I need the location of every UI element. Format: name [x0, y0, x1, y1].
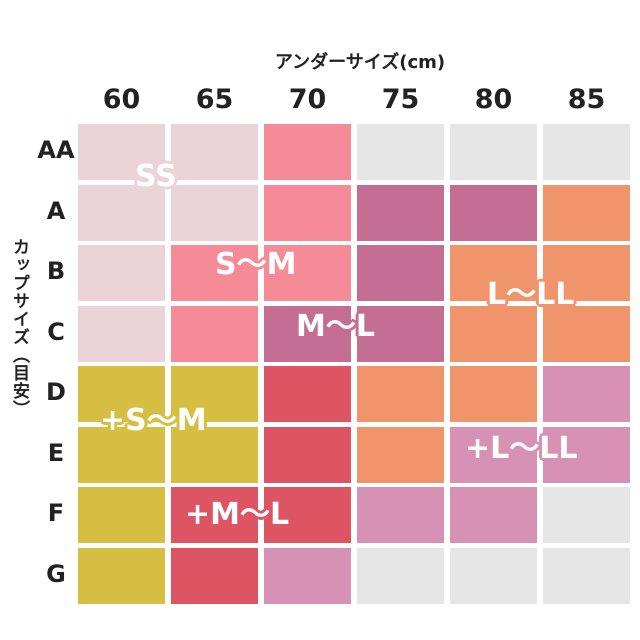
cell-F-60 — [78, 487, 165, 543]
cell-G-70 — [264, 547, 351, 604]
cell-F-65 — [171, 487, 258, 543]
row-label-C: C — [47, 317, 65, 346]
column-label-70: 70 — [288, 84, 327, 115]
cell-AA-85 — [543, 124, 630, 180]
cell-E-75 — [357, 426, 444, 483]
column-label-85: 85 — [567, 84, 606, 115]
cell-G-75 — [357, 547, 444, 604]
cell-D-75 — [357, 366, 444, 422]
size-range-label: +M〜L — [185, 497, 290, 532]
cell-AA-60 — [78, 124, 165, 180]
row-label-G: G — [46, 559, 66, 588]
column-label-60: 60 — [102, 84, 141, 115]
row-label-F: F — [47, 499, 65, 527]
cell-A-80 — [450, 184, 537, 241]
cell-D-65 — [171, 366, 258, 422]
cell-AA-80 — [450, 124, 537, 180]
cell-G-85 — [543, 547, 630, 604]
size-range-label: S〜M — [215, 247, 297, 282]
cell-D-60 — [78, 366, 165, 422]
column-label-75: 75 — [381, 84, 420, 115]
size-range-label: +L〜LL — [465, 431, 578, 466]
cell-D-85 — [543, 366, 630, 422]
cell-A-75 — [357, 184, 444, 241]
cup-size-axis-title: カップサイズ（目安） — [9, 238, 29, 418]
cell-AA-65 — [171, 124, 258, 180]
cell-C-60 — [78, 305, 165, 362]
column-label-65: 65 — [195, 84, 234, 115]
cell-B-75 — [357, 245, 444, 301]
cell-A-60 — [78, 184, 165, 241]
cell-G-80 — [450, 547, 537, 604]
cell-G-65 — [171, 547, 258, 604]
cell-E-60 — [78, 426, 165, 483]
cell-F-70 — [264, 487, 351, 543]
cell-A-65 — [171, 184, 258, 241]
size-range-label: +S〜M — [100, 403, 207, 438]
cell-B-70 — [264, 245, 351, 301]
cell-B-65 — [171, 245, 258, 301]
cell-C-75 — [357, 305, 444, 362]
cell-E-80 — [450, 426, 537, 483]
cell-D-80 — [450, 366, 537, 422]
size-range-label: SS — [135, 159, 177, 194]
cell-AA-75 — [357, 124, 444, 180]
under-size-axis-title: アンダーサイズ(cm) — [274, 52, 446, 73]
row-label-B: B — [46, 257, 66, 285]
row-label-A: A — [46, 196, 66, 225]
cell-B-80 — [450, 245, 537, 301]
cell-B-60 — [78, 245, 165, 301]
row-label-E: E — [47, 438, 65, 467]
cell-D-70 — [264, 366, 351, 422]
cell-E-70 — [264, 426, 351, 483]
cell-E-85 — [543, 426, 630, 483]
cell-B-85 — [543, 245, 630, 301]
row-label-D: D — [46, 378, 66, 406]
cell-F-80 — [450, 487, 537, 543]
cell-C-70 — [264, 305, 351, 362]
cell-E-65 — [171, 426, 258, 483]
cell-F-75 — [357, 487, 444, 543]
size-range-label: L〜LL — [487, 277, 575, 312]
cell-G-60 — [78, 547, 165, 604]
cell-C-80 — [450, 305, 537, 362]
size-range-label: M〜L — [296, 309, 375, 344]
cell-AA-70 — [264, 124, 351, 180]
cell-A-70 — [264, 184, 351, 241]
cell-C-85 — [543, 305, 630, 362]
cell-C-65 — [171, 305, 258, 362]
cell-A-85 — [543, 184, 630, 241]
cell-F-85 — [543, 487, 630, 543]
row-label-AA: AA — [37, 136, 75, 164]
column-label-80: 80 — [474, 84, 513, 115]
